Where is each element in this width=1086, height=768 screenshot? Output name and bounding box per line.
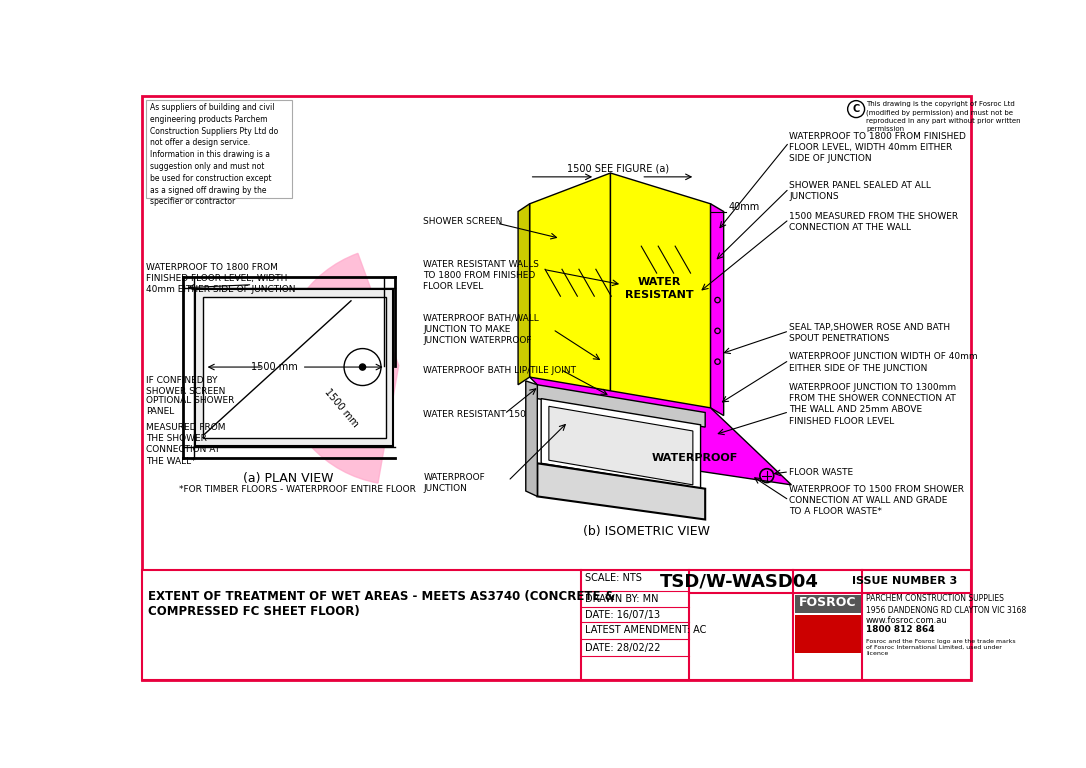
Text: WATERPROOF JUNCTION WIDTH OF 40mm
EITHER SIDE OF THE JUNCTION: WATERPROOF JUNCTION WIDTH OF 40mm EITHER…: [790, 353, 977, 372]
Text: *FOR TIMBER FLOORS - WATERPROOF ENTIRE FLOOR: *FOR TIMBER FLOORS - WATERPROOF ENTIRE F…: [179, 485, 416, 494]
Text: SHOWER PANEL SEALED AT ALL
JUNCTIONS: SHOWER PANEL SEALED AT ALL JUNCTIONS: [790, 180, 931, 200]
Polygon shape: [610, 173, 710, 408]
Polygon shape: [538, 463, 705, 519]
Text: www.fosroc.com.au: www.fosroc.com.au: [867, 616, 948, 624]
Bar: [795, 615, 861, 654]
Bar: [142, 570, 971, 680]
Text: WATERPROOF BATH/WALL
JUNCTION TO MAKE
JUNCTION WATERPROOF: WATERPROOF BATH/WALL JUNCTION TO MAKE JU…: [424, 314, 539, 345]
Polygon shape: [538, 385, 705, 427]
Text: SEAL TAP,SHOWER ROSE AND BATH
SPOUT PENETRATIONS: SEAL TAP,SHOWER ROSE AND BATH SPOUT PENE…: [790, 323, 950, 343]
Text: (b) ISOMETRIC VIEW: (b) ISOMETRIC VIEW: [583, 525, 710, 538]
Text: DRAWN BY: MN: DRAWN BY: MN: [585, 594, 658, 604]
Polygon shape: [518, 204, 530, 385]
Text: ISSUE NUMBER 3: ISSUE NUMBER 3: [853, 576, 957, 586]
Text: EXTENT OF TREATMENT OF WET AREAS - MEETS AS3740 (CONCRETE &
COMPRESSED FC SHEET : EXTENT OF TREATMENT OF WET AREAS - MEETS…: [148, 591, 615, 618]
Text: 40mm: 40mm: [729, 201, 759, 211]
Text: SCALE: NTS: SCALE: NTS: [585, 574, 642, 584]
Text: WATERPROOF BATH LIP/TILE JOINT: WATERPROOF BATH LIP/TILE JOINT: [424, 366, 577, 375]
Text: FLOOR WASTE: FLOOR WASTE: [790, 468, 854, 477]
Text: OPTIONAL SHOWER
PANEL: OPTIONAL SHOWER PANEL: [147, 396, 235, 416]
Bar: [203, 297, 386, 438]
Text: Fosroc and the Fosroc logo are the trade marks
of Fosroc International Limited, : Fosroc and the Fosroc logo are the trade…: [867, 639, 1015, 657]
Circle shape: [359, 364, 366, 370]
Wedge shape: [279, 253, 399, 483]
Text: ✦: ✦: [814, 617, 841, 647]
Text: TSD/W-WASD04: TSD/W-WASD04: [659, 572, 819, 590]
Text: WATER RESISTANT 150: WATER RESISTANT 150: [424, 410, 527, 419]
Polygon shape: [530, 173, 610, 408]
Text: WATERPROOF TO 1500 FROM SHOWER
CONNECTION AT WALL AND GRADE
TO A FLOOR WASTE*: WATERPROOF TO 1500 FROM SHOWER CONNECTIO…: [790, 485, 964, 516]
Text: 1500 mm: 1500 mm: [251, 362, 299, 372]
Text: FOSROC: FOSROC: [799, 596, 857, 609]
Bar: [147, 100, 292, 198]
Bar: [795, 595, 861, 614]
Text: 1500 SEE FIGURE (a): 1500 SEE FIGURE (a): [567, 163, 669, 173]
Text: 1800 812 864: 1800 812 864: [867, 625, 935, 634]
Polygon shape: [548, 406, 693, 485]
Text: WATER
RESISTANT: WATER RESISTANT: [624, 277, 693, 300]
Polygon shape: [526, 381, 538, 496]
Text: WATERPROOF TO 1800 FROM
FINISHED FLOOR LEVEL, WIDTH
40mm EITHER SIDE OF JUNCTION: WATERPROOF TO 1800 FROM FINISHED FLOOR L…: [147, 263, 295, 294]
Text: MEASURED FROM
THE SHOWER
CONNECTION AT
THE WALL*: MEASURED FROM THE SHOWER CONNECTION AT T…: [147, 423, 226, 465]
Polygon shape: [530, 377, 792, 485]
Text: This drawing is the copyright of Fosroc Ltd
(modified by permission) and must no: This drawing is the copyright of Fosroc …: [867, 101, 1021, 132]
Text: PARCHEM CONSTRUCTION SUPPLIES
1956 DANDENONG RD CLAYTON VIC 3168: PARCHEM CONSTRUCTION SUPPLIES 1956 DANDE…: [867, 594, 1026, 615]
Text: C: C: [853, 104, 860, 114]
Polygon shape: [541, 399, 700, 488]
Bar: [195, 290, 393, 445]
Text: (a) PLAN VIEW: (a) PLAN VIEW: [243, 472, 333, 485]
Text: WATERPROOF TO 1800 FROM FINISHED
FLOOR LEVEL, WIDTH 40mm EITHER
SIDE OF JUNCTION: WATERPROOF TO 1800 FROM FINISHED FLOOR L…: [790, 132, 965, 164]
Text: DATE: 16/07/13: DATE: 16/07/13: [585, 610, 660, 620]
Text: WATERPROOF JUNCTION TO 1300mm
FROM THE SHOWER CONNECTION AT
THE WALL AND 25mm AB: WATERPROOF JUNCTION TO 1300mm FROM THE S…: [790, 383, 957, 425]
Text: WATERPROOF: WATERPROOF: [652, 453, 738, 463]
Polygon shape: [710, 204, 723, 415]
Text: WATER RESISTANT WALLS
TO 1800 FROM FINISHED
FLOOR LEVEL: WATER RESISTANT WALLS TO 1800 FROM FINIS…: [424, 260, 540, 291]
Text: DATE: 28/02/22: DATE: 28/02/22: [585, 643, 660, 653]
Text: 1500 MEASURED FROM THE SHOWER
CONNECTION AT THE WALL: 1500 MEASURED FROM THE SHOWER CONNECTION…: [790, 211, 958, 232]
Text: 1500 mm: 1500 mm: [323, 387, 359, 429]
Text: IF CONFINED BY
SHOWER SCREEN: IF CONFINED BY SHOWER SCREEN: [147, 376, 226, 396]
Text: LATEST AMENDMENT: AC: LATEST AMENDMENT: AC: [585, 625, 706, 635]
Text: WATERPROOF
JUNCTION: WATERPROOF JUNCTION: [424, 473, 485, 493]
Text: SHOWER SCREEN: SHOWER SCREEN: [424, 217, 503, 226]
Circle shape: [344, 349, 381, 386]
Text: As suppliers of building and civil
engineering products Parchem
Construction Sup: As suppliers of building and civil engin…: [150, 103, 278, 207]
